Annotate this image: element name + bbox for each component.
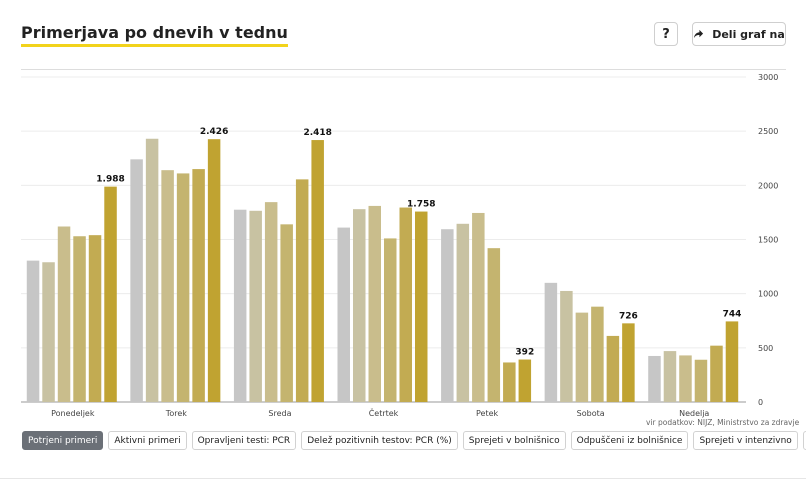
bar bbox=[57, 226, 71, 402]
bar bbox=[694, 359, 708, 402]
data-label: 1.758 bbox=[407, 200, 435, 210]
bar bbox=[233, 209, 247, 402]
bar bbox=[104, 186, 117, 402]
tab-0[interactable]: Potrjeni primeri bbox=[22, 431, 104, 450]
y-tick-label: 2500 bbox=[758, 127, 778, 136]
tab-5[interactable]: Odpuščeni iz bolnišnice bbox=[570, 431, 689, 450]
y-tick-label: 3000 bbox=[758, 73, 778, 82]
bar bbox=[353, 209, 366, 402]
header-divider bbox=[21, 69, 786, 70]
bar bbox=[456, 223, 470, 402]
bar bbox=[503, 362, 516, 402]
bar bbox=[368, 205, 381, 402]
bar bbox=[591, 306, 604, 402]
data-label: 392 bbox=[515, 348, 534, 358]
tab-1[interactable]: Aktivni primeri bbox=[108, 431, 187, 450]
bar bbox=[441, 229, 454, 402]
data-label: 1.988 bbox=[96, 175, 124, 185]
x-tick-label: Torek bbox=[165, 409, 187, 418]
tab-6[interactable]: Sprejeti v intenzivno bbox=[693, 431, 798, 450]
tab-2[interactable]: Opravljeni testi: PCR bbox=[191, 431, 297, 450]
bottom-divider bbox=[0, 478, 806, 479]
data-label: 744 bbox=[723, 309, 742, 319]
bar bbox=[145, 138, 159, 402]
bar bbox=[399, 207, 412, 402]
x-tick-label: Ponedeljek bbox=[51, 409, 95, 418]
share-button[interactable]: Deli graf na bbox=[692, 22, 786, 46]
y-tick-label: 2000 bbox=[758, 181, 778, 190]
bar bbox=[26, 260, 40, 402]
bar bbox=[663, 351, 677, 402]
bar bbox=[622, 323, 635, 402]
x-tick-label: Sobota bbox=[577, 409, 605, 418]
bar bbox=[88, 235, 102, 402]
bar bbox=[337, 227, 350, 402]
bar bbox=[518, 359, 532, 402]
x-tick-label: Petek bbox=[476, 409, 499, 418]
tab-3[interactable]: Delež pozitivnih testov: PCR (%) bbox=[301, 431, 458, 450]
data-label: 726 bbox=[619, 311, 638, 321]
y-tick-label: 1000 bbox=[758, 290, 778, 299]
bar bbox=[679, 355, 692, 402]
bar bbox=[384, 238, 397, 402]
bar bbox=[472, 212, 485, 402]
bar bbox=[42, 262, 55, 402]
bar bbox=[130, 159, 143, 402]
bar bbox=[487, 248, 501, 402]
bar bbox=[606, 335, 620, 402]
y-tick-label: 1500 bbox=[758, 236, 778, 245]
bar bbox=[295, 179, 309, 402]
bar bbox=[311, 140, 324, 403]
bar bbox=[73, 236, 86, 402]
metric-tabs: Potrjeni primeri Aktivni primeri Opravljen… bbox=[22, 431, 806, 450]
bar bbox=[710, 345, 723, 402]
x-tick-label: Nedelja bbox=[679, 409, 709, 418]
x-tick-label: Sreda bbox=[268, 409, 291, 418]
chart-title: Primerjava po dnevih v tednu bbox=[21, 24, 288, 47]
bar bbox=[207, 139, 221, 402]
bar bbox=[544, 282, 558, 402]
share-button-label: Deli graf na bbox=[712, 27, 785, 41]
tab-7[interactable]: Umrli bbox=[802, 431, 806, 450]
bar bbox=[560, 290, 573, 402]
data-source-note: vir podatkov: NIJZ, Ministrstvo za zdrav… bbox=[646, 418, 800, 427]
bar bbox=[415, 211, 428, 402]
bar bbox=[725, 321, 739, 402]
bar bbox=[192, 169, 205, 402]
y-tick-label: 500 bbox=[758, 344, 773, 353]
share-arrow-icon bbox=[694, 29, 704, 38]
x-tick-label: Četrtek bbox=[369, 407, 399, 418]
bar bbox=[176, 173, 190, 402]
bar bbox=[249, 210, 262, 402]
bar bbox=[648, 355, 661, 402]
help-button[interactable]: ? bbox=[654, 22, 678, 46]
y-tick-label: 0 bbox=[758, 398, 763, 407]
bar bbox=[280, 224, 293, 402]
data-label: 2.418 bbox=[303, 128, 331, 138]
bar bbox=[575, 312, 589, 402]
data-label: 2.426 bbox=[200, 127, 228, 137]
tab-4[interactable]: Sprejeti v bolnišnico bbox=[462, 431, 566, 450]
bar bbox=[161, 170, 174, 402]
bar bbox=[264, 202, 278, 402]
